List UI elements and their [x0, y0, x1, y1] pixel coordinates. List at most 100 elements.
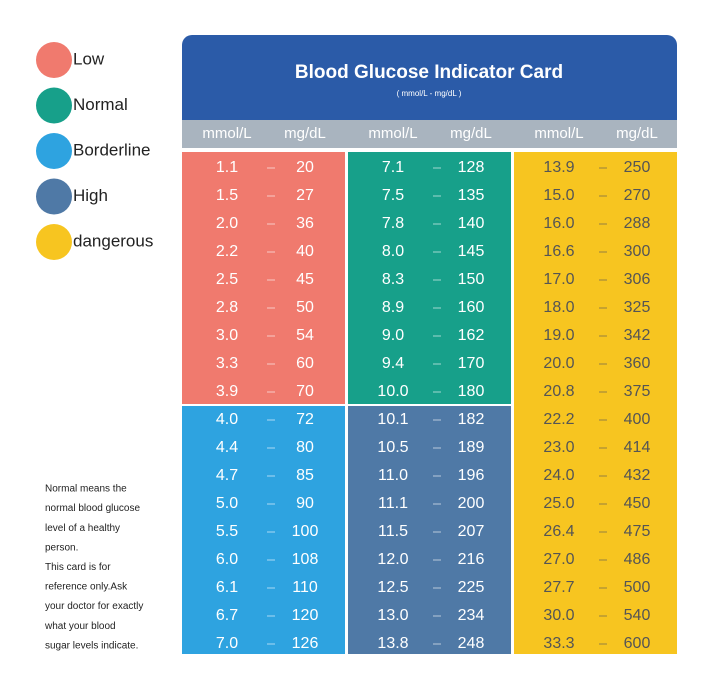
mgdl-value: 54 [296, 327, 314, 344]
column-header: mg/dL [616, 125, 658, 142]
note-line: Normal means the [45, 484, 127, 495]
legend-dot [36, 224, 72, 260]
mmol-value: 1.1 [216, 159, 238, 176]
mgdl-value: 45 [296, 271, 314, 288]
mgdl-value: 85 [296, 467, 314, 484]
mgdl-value: 300 [624, 243, 651, 260]
mmol-value: 20.0 [543, 355, 574, 372]
note-line: sugar levels indicate. [45, 640, 138, 651]
cell-block [182, 406, 345, 654]
mgdl-value: 50 [296, 299, 314, 316]
mgdl-value: 182 [458, 411, 485, 428]
cell-block [348, 152, 511, 404]
mmol-value: 6.0 [216, 551, 238, 568]
note-line: person. [45, 542, 78, 553]
mmol-value: 3.9 [216, 383, 238, 400]
note-line: what your blood [44, 621, 116, 632]
legend-label: High [73, 186, 108, 205]
card-subtitle: ( mmol/L - mg/dL ) [397, 89, 462, 98]
column-header: mmol/L [368, 125, 417, 142]
mgdl-value: 135 [458, 187, 485, 204]
mgdl-value: 70 [296, 383, 314, 400]
mmol-value: 27.7 [543, 579, 574, 596]
mgdl-value: 40 [296, 243, 314, 260]
mmol-value: 30.0 [543, 607, 574, 624]
mmol-value: 9.0 [382, 327, 404, 344]
column-header: mg/dL [450, 125, 492, 142]
mmol-value: 19.0 [543, 327, 574, 344]
mmol-value: 7.5 [382, 187, 404, 204]
legend-dot [36, 87, 72, 124]
note-line: level of a healthy [45, 523, 120, 534]
mmol-value: 9.4 [382, 355, 404, 372]
mgdl-value: 36 [296, 215, 314, 232]
mmol-value: 12.5 [377, 579, 408, 596]
mmol-value: 13.9 [543, 159, 574, 176]
mgdl-value: 180 [458, 383, 485, 400]
card-title: Blood Glucose Indicator Card [295, 62, 563, 83]
mmol-value: 7.1 [382, 159, 404, 176]
mmol-value: 33.3 [543, 635, 574, 652]
legend-dot [36, 42, 72, 78]
column-header: mmol/L [202, 125, 251, 142]
mgdl-value: 234 [458, 607, 485, 624]
mmol-value: 24.0 [543, 467, 574, 484]
mgdl-value: 225 [458, 579, 485, 596]
note-line: reference only.Ask [45, 582, 128, 593]
mgdl-value: 475 [624, 523, 651, 540]
legend-label: Normal [73, 95, 128, 114]
mgdl-value: 196 [458, 467, 485, 484]
mgdl-value: 486 [624, 551, 651, 568]
mgdl-value: 400 [624, 411, 651, 428]
mgdl-value: 450 [624, 495, 651, 512]
mmol-value: 8.0 [382, 243, 404, 260]
mmol-value: 27.0 [543, 551, 574, 568]
mmol-value: 3.3 [216, 355, 238, 372]
mmol-value: 4.7 [216, 467, 238, 484]
mgdl-value: 126 [292, 635, 319, 652]
mmol-value: 4.0 [216, 411, 238, 428]
mgdl-value: 375 [624, 383, 651, 400]
mmol-value: 17.0 [543, 271, 574, 288]
note-line: normal blood glucose [45, 503, 140, 514]
legend-dot [36, 133, 72, 169]
mmol-value: 18.0 [543, 299, 574, 316]
mgdl-value: 270 [624, 187, 651, 204]
cell-block [182, 152, 345, 404]
mmol-value: 10.0 [377, 383, 408, 400]
mgdl-value: 80 [296, 439, 314, 456]
mgdl-value: 500 [624, 579, 651, 596]
mgdl-value: 20 [296, 159, 314, 176]
mmol-value: 7.0 [216, 635, 238, 652]
mmol-value: 11.0 [378, 467, 408, 484]
mgdl-value: 200 [458, 495, 485, 512]
mmol-value: 6.7 [216, 607, 238, 624]
mgdl-value: 27 [296, 187, 314, 204]
mmol-value: 22.2 [543, 411, 574, 428]
mmol-value: 8.9 [382, 299, 404, 316]
mgdl-value: 342 [624, 327, 651, 344]
mmol-value: 2.2 [216, 243, 238, 260]
mmol-value: 5.0 [216, 495, 238, 512]
mgdl-value: 216 [458, 551, 485, 568]
column-header: mg/dL [284, 125, 326, 142]
mgdl-value: 360 [624, 355, 651, 372]
mgdl-value: 108 [292, 551, 319, 568]
mgdl-value: 250 [624, 159, 651, 176]
mmol-value: 2.8 [216, 299, 238, 316]
mmol-value: 26.4 [543, 523, 574, 540]
mgdl-value: 110 [292, 579, 318, 596]
mmol-value: 11.1 [378, 495, 408, 512]
note-line: This card is for [45, 562, 111, 573]
mgdl-value: 60 [296, 355, 314, 372]
mmol-value: 25.0 [543, 495, 574, 512]
mgdl-value: 145 [458, 243, 485, 260]
legend-label: Borderline [73, 140, 151, 159]
mgdl-value: 100 [292, 523, 319, 540]
mgdl-value: 288 [624, 215, 651, 232]
mgdl-value: 162 [458, 327, 485, 344]
header-row [182, 120, 677, 148]
legend-label: Low [73, 49, 105, 68]
mmol-value: 10.5 [377, 439, 408, 456]
mgdl-value: 160 [458, 299, 485, 316]
